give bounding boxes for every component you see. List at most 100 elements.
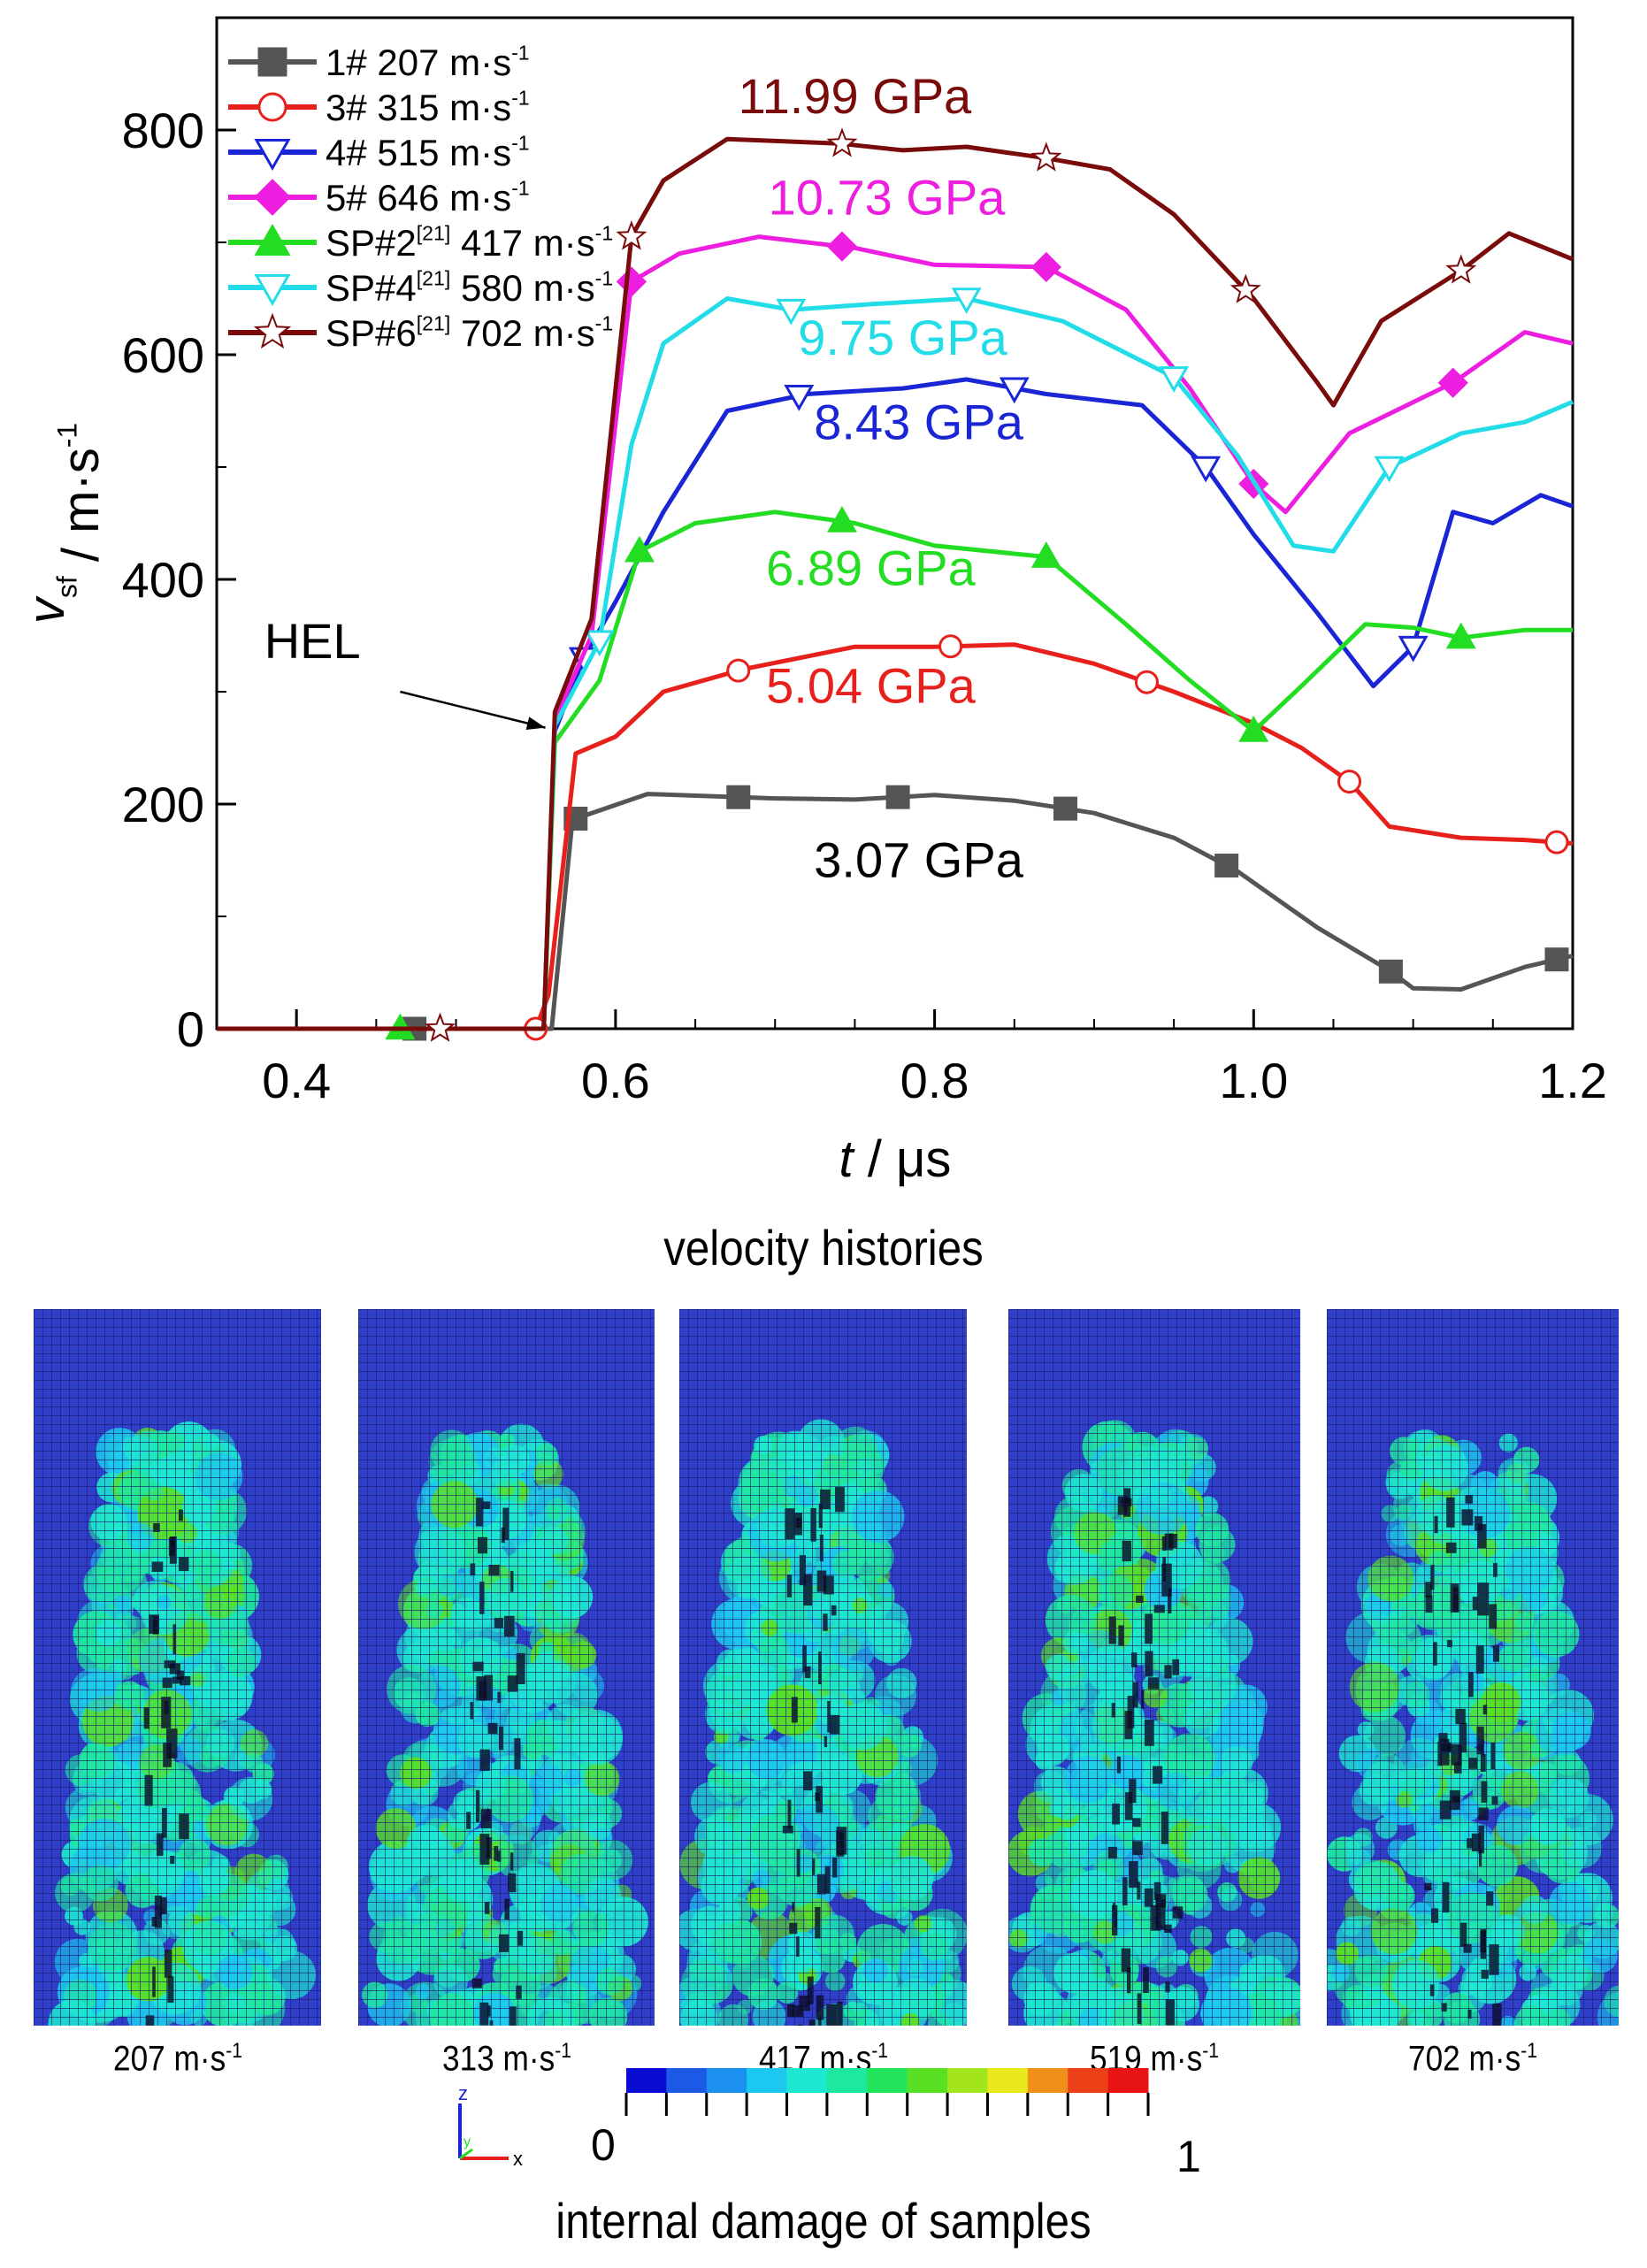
diamond-marker	[1030, 251, 1061, 283]
legend-entry-6: SP#4[21] 580 m·s-1	[228, 266, 613, 309]
square-marker	[1544, 947, 1569, 972]
series-1	[217, 785, 1574, 1041]
legend-label: SP#2[21] 417 m·s-1	[326, 221, 613, 264]
colorbar-segment	[1027, 2068, 1069, 2093]
y-tick-label: 0	[177, 1001, 204, 1057]
series-7	[217, 127, 1574, 1042]
square-marker	[1378, 959, 1403, 984]
damage-mesh	[679, 1309, 967, 2026]
diamond-marker	[616, 266, 647, 297]
triangle-down-marker	[254, 139, 291, 172]
colorbar-segment	[1068, 2068, 1109, 2093]
triangle-marker	[254, 223, 291, 256]
legend-label: SP#6[21] 702 m·s-1	[326, 311, 613, 354]
y-axis-label: vsf / m·s-1	[18, 423, 110, 624]
circle-marker	[1134, 670, 1159, 694]
triad-z-label: z	[458, 2082, 468, 2104]
colorbar-segment	[706, 2068, 747, 2093]
x-tick-label: 0.6	[581, 1053, 650, 1108]
plot-frame: 0.4 0.6 0.8 1.0 1.2 0 200 400 600 800	[122, 16, 1607, 1108]
pressure-label: 11.99 GPa	[739, 68, 972, 124]
panel-label: 207 m·s-1	[61, 2039, 295, 2079]
triangle-marker	[624, 535, 655, 563]
series-5	[217, 506, 1573, 1040]
panel-label-sup: -1	[225, 2039, 242, 2063]
legend-label: 4# 515 m·s-1	[326, 131, 530, 173]
pressure-label: 5.04 GPa	[766, 658, 976, 714]
colorbar-segment	[666, 2068, 708, 2093]
colorbar-segment	[747, 2068, 788, 2093]
circle-marker	[938, 634, 963, 659]
diamond-marker	[826, 231, 858, 262]
triad-y-label: y	[463, 2134, 471, 2149]
panel-label-text: 313 m·s	[441, 2039, 555, 2079]
hel-arrow-head	[525, 716, 546, 730]
square-marker	[726, 785, 751, 809]
triangle-marker	[1238, 716, 1269, 742]
square-marker	[1053, 796, 1077, 821]
triad-x-label: x	[513, 2148, 523, 2170]
series-line	[217, 642, 1574, 1031]
pressure-label: 3.07 GPa	[814, 832, 1023, 888]
triangle-down-marker	[999, 377, 1030, 404]
star-marker	[1030, 142, 1062, 172]
series-2	[217, 634, 1574, 1041]
legend-entry-4: 5# 646 m·s-1	[228, 176, 530, 218]
star-marker	[425, 1012, 456, 1042]
square-marker	[257, 47, 287, 77]
legend-entry-7: SP#6[21] 702 m·s-1	[228, 311, 613, 354]
series-6	[217, 287, 1574, 1031]
damage-panel-3	[679, 1309, 967, 2026]
legend-entry-3: 4# 515 m·s-1	[228, 131, 530, 173]
mesh-grid	[679, 1309, 967, 2026]
y-tick-label: 400	[122, 552, 204, 608]
series-layer	[217, 127, 1574, 1042]
panel-label-text: 207 m·s	[112, 2039, 226, 2079]
damage-panel-1	[34, 1309, 321, 2026]
y-tick-label: 600	[122, 327, 204, 383]
square-marker	[1214, 854, 1239, 878]
triangle-down-marker	[1191, 456, 1222, 483]
panel-label-sup: -1	[870, 2039, 888, 2063]
annotation-layer: 11.99 GPa 10.73 GPa 9.75 GPa 8.43 GPa 6.89 G…	[264, 68, 1024, 888]
legend-entry-5: SP#2[21] 417 m·s-1	[228, 221, 613, 264]
y-tick-label: 800	[122, 103, 204, 158]
damage-panel-2	[358, 1309, 655, 2026]
damage-colorbar: 0 1 z x y	[458, 2068, 1201, 2181]
x-tick-label: 1.2	[1538, 1053, 1607, 1108]
hel-arrow-line	[400, 690, 546, 729]
legend: 1# 207 m·s-13# 315 m·s-14# 515 m·s-15# 6…	[228, 41, 613, 354]
star-marker	[253, 312, 292, 349]
velocity-caption: velocity histories	[663, 1220, 984, 1276]
colorbar-segment	[626, 2068, 667, 2093]
triangle-down-marker	[1159, 366, 1190, 393]
circle-marker	[1337, 770, 1362, 794]
y-tick-label: 200	[122, 777, 204, 832]
damage-mesh	[358, 1309, 655, 2026]
triad-y-axis	[459, 2148, 473, 2160]
panel-label-sup: -1	[554, 2039, 571, 2063]
colorbar-max-label: 1	[1176, 2132, 1201, 2181]
legend-label: 5# 646 m·s-1	[326, 176, 530, 218]
star-marker	[1230, 273, 1261, 303]
x-axis-label: t / μs	[839, 1130, 952, 1188]
triangle-marker	[1445, 622, 1476, 649]
damage-mesh	[34, 1309, 321, 2026]
mesh-grid	[1008, 1309, 1300, 2026]
colorbar-segment	[947, 2068, 988, 2093]
triangle-down-marker	[951, 287, 982, 314]
panel-label-sup: -1	[1202, 2039, 1219, 2063]
pressure-label: 10.73 GPa	[769, 169, 1007, 225]
series-line	[217, 136, 1574, 1031]
circle-marker	[257, 92, 287, 122]
legend-label: 1# 207 m·s-1	[326, 41, 530, 83]
triangle-marker	[826, 506, 857, 533]
star-marker	[826, 127, 858, 157]
triangle-down-marker	[254, 274, 291, 307]
triangle-down-marker	[784, 385, 815, 411]
triangle-down-marker	[584, 630, 615, 657]
series-line	[217, 234, 1574, 1031]
diamond-marker	[254, 179, 291, 216]
triangle-down-marker	[776, 298, 807, 326]
triangle-down-marker	[1374, 456, 1405, 483]
